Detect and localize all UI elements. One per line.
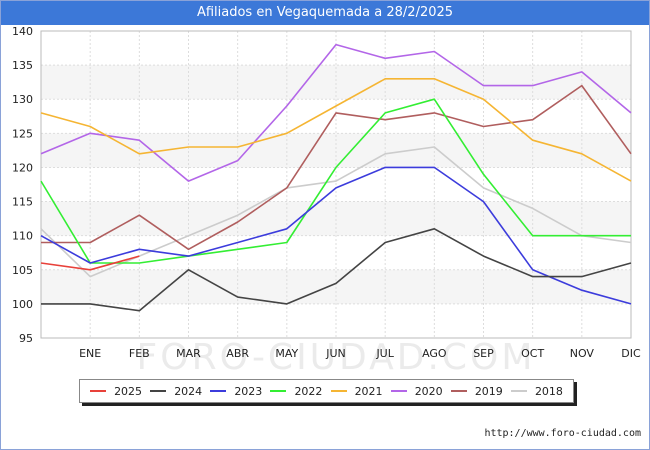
legend-swatch	[450, 390, 467, 392]
x-tick-label: OCT	[521, 347, 544, 360]
legend-item-2018: 2018	[510, 384, 563, 398]
x-tick-label: SEP	[473, 347, 494, 360]
legend-label: 2020	[414, 384, 443, 398]
legend-item-2021: 2021	[330, 384, 383, 398]
legend-swatch	[330, 390, 347, 392]
legend-swatch	[510, 390, 527, 392]
grid-band	[41, 269, 631, 304]
x-tick-label: ABR	[226, 347, 249, 360]
chart-title: Afiliados en Vegaquemada a 28/2/2025	[1, 1, 649, 25]
legend-label: 2019	[474, 384, 503, 398]
x-tick-label: MAY	[275, 347, 298, 360]
y-tick-label: 120	[12, 161, 33, 174]
legend-swatch	[390, 390, 407, 392]
series-line-2019	[41, 84, 632, 251]
grid-band	[41, 201, 631, 236]
legend: 2025 2024 2023 2022 2021 2020 2019 2018	[79, 379, 574, 403]
y-axis-ticks: 95 100 105 110 115 120 125 130 135 140	[12, 25, 33, 345]
legend-swatch	[210, 390, 227, 392]
legend-swatch	[90, 390, 107, 392]
y-tick-label: 130	[12, 93, 33, 106]
x-tick-label: MAR	[176, 347, 201, 360]
y-tick-label: 140	[12, 25, 33, 38]
grid-lines	[40, 30, 632, 339]
series-lines	[40, 43, 632, 312]
x-tick-label: NOV	[570, 347, 595, 360]
legend-label: 2023	[234, 384, 263, 398]
y-tick-label: 110	[12, 230, 33, 243]
legend-item-2024: 2024	[150, 385, 202, 398]
legend-item-2023: 2023	[210, 385, 262, 398]
x-tick-label: AGO	[422, 347, 447, 360]
watermark: FORO-CIUDAD.COM	[137, 337, 536, 378]
y-tick-label: 115	[12, 196, 33, 209]
x-tick-label: DIC	[621, 347, 641, 360]
y-tick-label: 125	[12, 127, 33, 140]
y-tick-label: 95	[19, 332, 33, 345]
series-line-2024	[41, 228, 632, 312]
plot-border	[40, 30, 632, 339]
series-line-2020	[40, 43, 632, 182]
series-line-2022	[40, 98, 631, 264]
legend-label: 2025	[114, 384, 143, 398]
legend-item-2019: 2019	[450, 384, 503, 398]
legend-item-2020: 2020	[390, 384, 443, 398]
x-tick-label: JUN	[325, 347, 346, 360]
legend-item-2025: 2025	[90, 385, 142, 398]
y-tick-label: 100	[12, 298, 33, 311]
legend-swatch	[270, 390, 287, 392]
series-line-2021	[40, 78, 632, 182]
series-line-2025	[40, 255, 140, 271]
series-line-2023	[40, 166, 632, 305]
x-tick-label: FEB	[129, 347, 150, 360]
legend-item-2022: 2022	[270, 385, 322, 398]
legend-label: 2022	[294, 384, 323, 398]
x-tick-label: ENE	[79, 347, 101, 360]
legend-label: 2021	[354, 384, 383, 398]
legend-label: 2024	[174, 384, 203, 398]
legend-label: 2018	[534, 384, 563, 398]
y-tick-label: 135	[12, 59, 33, 72]
grid-band	[41, 65, 631, 100]
legend-swatch	[150, 390, 167, 392]
y-tick-label: 105	[12, 264, 33, 277]
x-axis-ticks: ENE FEB MAR ABR MAY JUN JUL AGO SEP OCT NOV DIC	[79, 347, 641, 360]
x-tick-label: JUL	[375, 347, 394, 360]
source-url: http://www.foro-ciudad.com	[484, 428, 641, 439]
